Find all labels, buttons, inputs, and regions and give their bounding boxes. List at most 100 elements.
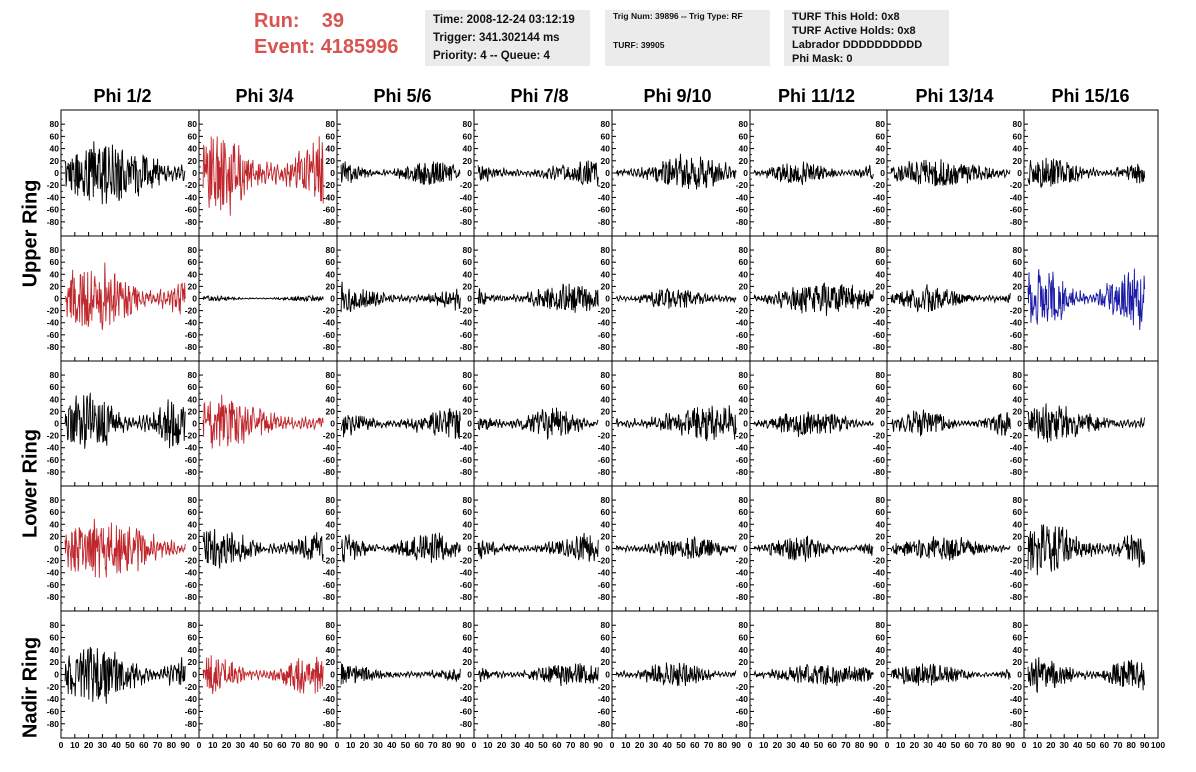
y-tick-label: 80 — [188, 620, 198, 630]
y-tick-label: -40 — [1010, 192, 1023, 202]
y-tick-label: -20 — [323, 431, 336, 441]
time-info-box: Time: 2008-12-24 03:12:19 Trigger: 341.3… — [425, 10, 590, 66]
y-tick-label: -40 — [736, 568, 749, 578]
y-tick-label: 40 — [1013, 144, 1023, 154]
panel-r3-c1: 80 60 40 20 0 -20 -40 -60 -80 — [47, 360, 200, 487]
y-tick-label: 20 — [1013, 531, 1023, 541]
x-tick-label: 70 — [291, 740, 301, 750]
y-tick-label: -80 — [1010, 342, 1023, 352]
column-title-phi-7-8: Phi 7/8 — [510, 86, 569, 106]
y-tick-label: 20 — [326, 531, 336, 541]
waveform-trace — [477, 160, 599, 186]
y-tick-label: 80 — [326, 370, 336, 380]
y-tick-label: -60 — [873, 706, 886, 716]
y-tick-label: -20 — [1010, 682, 1023, 692]
y-tick-label: -20 — [460, 431, 473, 441]
column-title-phi-3-4: Phi 3/4 — [235, 86, 294, 106]
y-tick-label: -40 — [185, 568, 198, 578]
y-tick-label: -40 — [736, 192, 749, 202]
y-tick-label: -40 — [736, 318, 749, 328]
y-tick-label: 40 — [50, 645, 60, 655]
y-tick-label: 40 — [326, 645, 336, 655]
y-tick-label: 80 — [601, 620, 611, 630]
y-tick-label: -20 — [1010, 306, 1023, 316]
x-tick-label: 50 — [951, 740, 961, 750]
x-tick-label: 90 — [180, 740, 190, 750]
x-tick-label: 30 — [923, 740, 933, 750]
y-tick-label: 80 — [50, 119, 60, 129]
x-tick-label: 60 — [277, 740, 287, 750]
y-tick-label: 60 — [188, 131, 198, 141]
y-tick-label: 60 — [1013, 633, 1023, 643]
waveform-trace — [753, 411, 874, 438]
waveform-trace — [615, 287, 737, 309]
y-tick-label: 80 — [50, 620, 60, 630]
y-tick-label: 40 — [601, 144, 611, 154]
y-tick-label: 40 — [601, 645, 611, 655]
panel-r5-c6: 80 60 40 20 0 -20 -40 -60 -80 — [736, 610, 888, 739]
y-tick-label: 40 — [326, 394, 336, 404]
y-tick-label: 0 — [192, 419, 197, 429]
run-value: 39 — [321, 10, 345, 32]
y-tick-label: -80 — [873, 342, 886, 352]
y-tick-label: 0 — [605, 294, 610, 304]
panel-r5-c1: 80 60 40 20 0 -20 -40 -60 -80 — [47, 610, 200, 739]
x-tick-label: 60 — [827, 740, 837, 750]
panel-r4-c6: 80 60 40 20 0 -20 -40 -60 -80 — [736, 485, 888, 612]
y-tick-label: 0 — [54, 294, 59, 304]
y-tick-label: -80 — [323, 467, 336, 477]
waveform-trace — [64, 646, 186, 704]
y-tick-label: -20 — [323, 556, 336, 566]
waveform-trace — [1027, 524, 1146, 576]
y-tick-label: -20 — [47, 431, 60, 441]
x-tick-label: 20 — [910, 740, 920, 750]
waveform-trace — [477, 407, 599, 441]
y-tick-label: 40 — [463, 269, 473, 279]
y-tick-label: 0 — [330, 419, 335, 429]
x-tick-label: 70 — [153, 740, 163, 750]
panel-r1-c6: 80 60 40 20 0 -20 -40 -60 -80 — [736, 109, 888, 237]
panel-r5-c3: 80 60 40 20 0 -20 -40 -60 -80 — [323, 610, 475, 739]
y-tick-label: -40 — [323, 443, 336, 453]
panel-r3-c5: 80 60 40 20 0 -20 -40 -60 -80 — [598, 360, 751, 487]
y-tick-label: 20 — [463, 156, 473, 166]
waveform-trace — [1027, 157, 1146, 188]
panel-r3-c3: 80 60 40 20 0 -20 -40 -60 -80 — [323, 360, 475, 487]
y-tick-label: 60 — [50, 257, 60, 267]
y-tick-label: -80 — [1010, 467, 1023, 477]
y-tick-label: 20 — [50, 156, 60, 166]
panel-r4-c7: 80 60 40 20 0 -20 -40 -60 -80 — [873, 485, 1025, 612]
y-tick-label: 60 — [739, 507, 749, 517]
y-tick-label: 80 — [876, 495, 886, 505]
y-tick-label: -60 — [598, 205, 611, 215]
x-tick-label: 80 — [167, 740, 177, 750]
y-tick-label: 80 — [876, 245, 886, 255]
y-tick-label: 0 — [1017, 294, 1022, 304]
y-tick-label: -60 — [47, 706, 60, 716]
y-tick-label: 40 — [876, 519, 886, 529]
run-label: Run: — [254, 10, 300, 32]
y-tick-label: 40 — [1013, 269, 1023, 279]
y-tick-label: 20 — [876, 657, 886, 667]
y-tick-label: -60 — [1010, 205, 1023, 215]
y-tick-label: -60 — [47, 330, 60, 340]
y-tick-label: -40 — [598, 318, 611, 328]
y-tick-label: 80 — [739, 495, 749, 505]
x-tick-label: 40 — [1073, 740, 1083, 750]
y-tick-label: -40 — [185, 694, 198, 704]
y-tick-label: 60 — [1013, 382, 1023, 392]
y-tick-label: 80 — [739, 119, 749, 129]
x-tick-label: 70 — [704, 740, 714, 750]
x-tick-label: 80 — [305, 740, 315, 750]
waveform-trace — [615, 535, 737, 560]
y-tick-label: 40 — [463, 645, 473, 655]
y-tick-label: 20 — [326, 281, 336, 291]
y-tick-label: 60 — [188, 633, 198, 643]
column-title-phi-15-16: Phi 15/16 — [1051, 86, 1130, 106]
x-tick-label: 10 — [70, 740, 80, 750]
y-tick-label: 40 — [463, 519, 473, 529]
y-tick-label: 40 — [876, 144, 886, 154]
y-tick-label: 0 — [467, 294, 472, 304]
y-tick-label: -20 — [598, 556, 611, 566]
y-tick-label: 20 — [739, 281, 749, 291]
